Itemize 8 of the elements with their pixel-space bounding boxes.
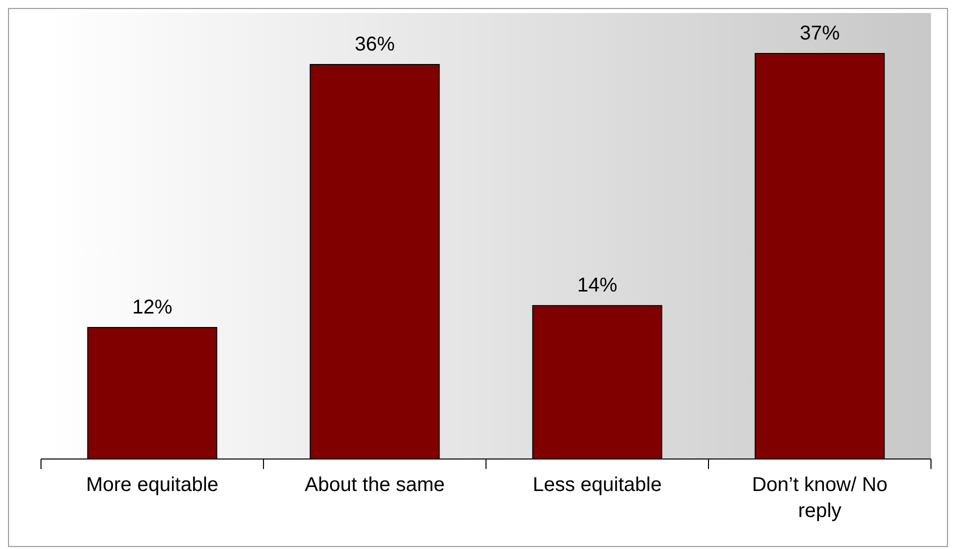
x-tick-label: More equitable — [86, 474, 218, 496]
x-tick-label: About the same — [304, 474, 445, 496]
data-label: 14% — [577, 274, 618, 297]
x-tick-label: Less equitable — [532, 474, 662, 496]
x-tick-label: Don’t know/ No reply — [752, 474, 888, 522]
data-label: 36% — [354, 34, 395, 56]
data-label: 37% — [800, 22, 840, 45]
data-label: 12% — [132, 296, 172, 318]
